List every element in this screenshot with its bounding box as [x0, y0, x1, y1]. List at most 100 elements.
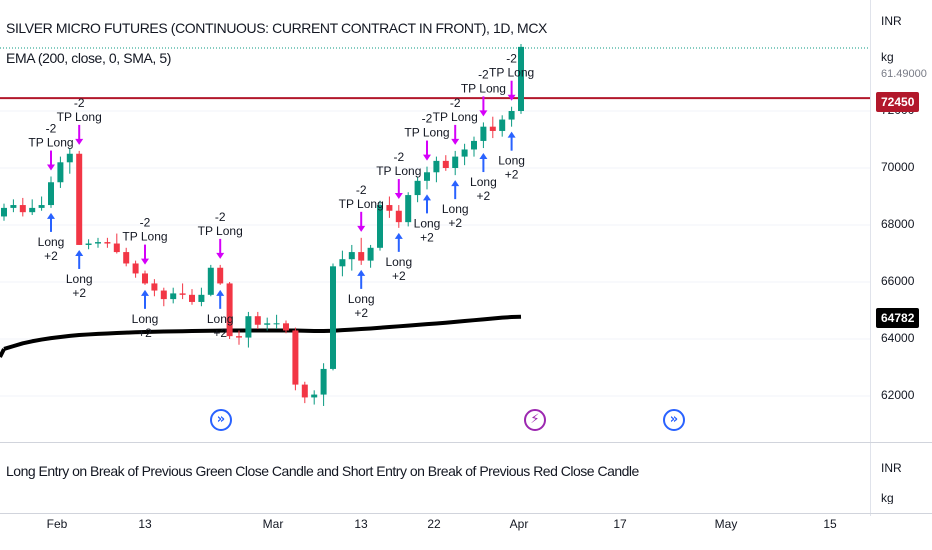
candle-body	[518, 46, 524, 111]
signal-label-minus: -2	[506, 52, 517, 66]
price-tick-label: 68000	[881, 217, 915, 231]
candle-body	[160, 290, 167, 300]
signal-label-tp-long: TP Long	[404, 126, 449, 140]
event-icon-1[interactable]: »	[210, 409, 232, 431]
long-entry-arrowhead	[394, 232, 403, 239]
candle-body	[170, 293, 177, 300]
candle-body	[339, 259, 346, 267]
candle-body	[76, 153, 83, 245]
candle-body	[452, 156, 459, 168]
price-axis-border	[870, 0, 871, 516]
signal-label-long: Long	[132, 312, 159, 326]
signal-label-long: Long	[385, 255, 412, 269]
candle-body	[433, 160, 440, 173]
long-entry-arrowhead	[507, 131, 516, 138]
candle-body	[142, 273, 148, 284]
signal-label-long: Long	[470, 175, 497, 189]
short-exit-arrowhead	[216, 252, 225, 259]
candle-body	[179, 293, 186, 295]
candle-body	[320, 368, 327, 395]
long-entry-arrowhead	[479, 153, 488, 160]
candle-body	[264, 323, 271, 325]
candle-body	[367, 247, 374, 261]
candle-body	[499, 119, 506, 131]
signal-label-plus: +2	[138, 326, 152, 340]
candle-body	[10, 205, 17, 208]
candle-body	[471, 140, 477, 150]
short-exit-arrowhead	[423, 154, 431, 161]
signal-label-tp-long: TP Long	[376, 164, 421, 178]
signal-label-minus: -2	[393, 150, 404, 164]
candle-body	[273, 323, 280, 325]
long-entry-arrowhead	[141, 289, 149, 296]
signal-label-long: Long	[498, 154, 525, 168]
event-icon-3[interactable]: »	[663, 409, 685, 431]
signal-label-minus: -2	[215, 210, 226, 224]
time-tick-label: 13	[354, 517, 368, 531]
signal-label-long: Long	[442, 202, 469, 216]
signal-label-minus: -2	[356, 183, 367, 197]
candle-body	[489, 126, 496, 131]
signal-label-minus: -2	[450, 96, 461, 110]
signal-label-plus: +2	[477, 189, 491, 203]
signal-label-tp-long: TP Long	[489, 66, 534, 80]
ema-indicator-label: EMA (200, close, 0, SMA, 5)	[6, 50, 172, 66]
unit-label: kg	[881, 50, 894, 64]
event-icon-2[interactable]: ⚡	[524, 409, 546, 431]
signal-label-plus: +2	[354, 306, 368, 320]
ema-line-extension	[0, 348, 6, 358]
candle-body	[95, 242, 101, 244]
time-tick-label: 22	[427, 517, 441, 531]
candle-body	[245, 316, 252, 338]
candle-body	[461, 149, 468, 157]
short-exit-arrowhead	[479, 110, 488, 117]
currency-label: INR	[881, 14, 902, 28]
candle-body	[254, 316, 261, 325]
signal-label-long: Long	[348, 292, 375, 306]
candle-body	[151, 283, 158, 291]
signal-label-plus: +2	[72, 286, 86, 300]
long-entry-arrowhead	[451, 180, 460, 187]
signal-label-tp-long: TP Long	[461, 81, 506, 95]
candle-body	[123, 252, 130, 264]
candle-body	[29, 207, 36, 213]
candle-body	[113, 243, 120, 253]
long-entry-arrowhead	[75, 249, 84, 256]
pane-divider[interactable]	[0, 442, 932, 443]
short-exit-arrowhead	[507, 94, 516, 101]
short-exit-arrowhead	[451, 138, 460, 145]
signal-label-plus: +2	[213, 326, 227, 340]
signal-label-plus: +2	[392, 269, 406, 283]
short-exit-arrowhead	[394, 193, 403, 200]
candle-body	[85, 243, 92, 245]
price-tick-label: 70000	[881, 160, 915, 174]
time-tick-label: May	[714, 517, 738, 531]
time-tick-label: Feb	[46, 517, 68, 531]
long-entry-arrowhead	[216, 289, 225, 296]
candle-body	[301, 384, 308, 398]
price-tick-label: 66000	[881, 274, 915, 288]
price-tick-label: 62000	[881, 388, 915, 402]
signal-label-minus: -2	[478, 67, 489, 81]
signal-label-long: Long	[414, 216, 441, 230]
signal-label-minus: -2	[74, 96, 85, 110]
candle-body	[189, 294, 195, 302]
candle-body	[405, 195, 412, 223]
long-entry-arrowhead	[47, 212, 55, 219]
candle-body	[414, 180, 421, 196]
lower-unit-label: kg	[881, 491, 894, 504]
strategy-pane-title: Long Entry on Break of Previous Green Cl…	[6, 463, 639, 479]
long-entry-arrowhead	[423, 194, 431, 201]
candle-body	[348, 252, 355, 260]
time-axis-border	[0, 513, 932, 514]
partial-price-label: 61.49000	[881, 68, 927, 80]
time-tick-label: 15	[823, 517, 837, 531]
signal-label-tp-long: TP Long	[122, 230, 167, 244]
lower-currency-label: INR	[881, 461, 902, 475]
short-exit-arrowhead	[141, 258, 149, 265]
signal-label-plus: +2	[448, 216, 462, 230]
candle-body	[442, 160, 449, 168]
time-tick-label: 17	[613, 517, 627, 531]
candle-body	[395, 210, 402, 223]
